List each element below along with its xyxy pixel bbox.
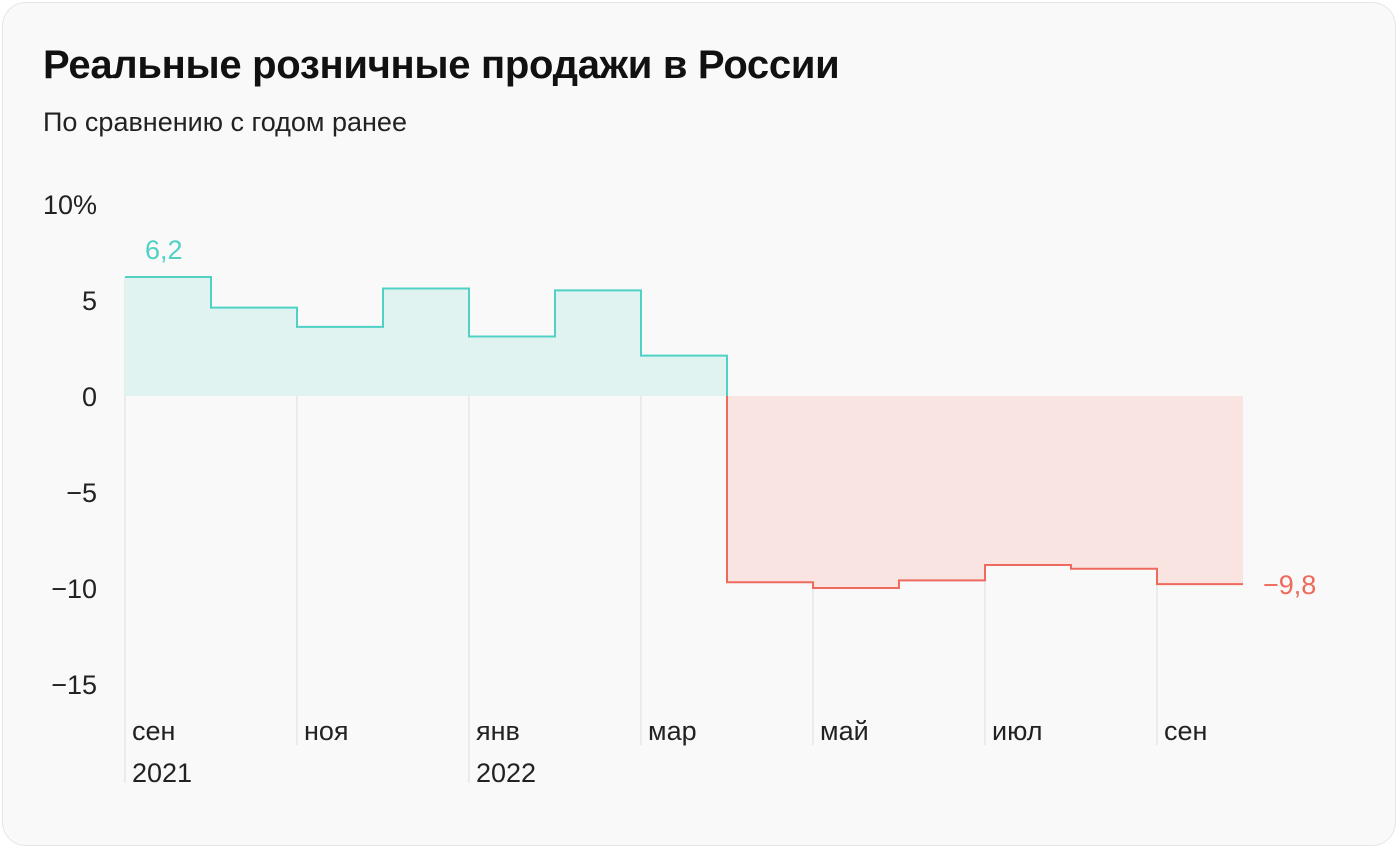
area-segment-3 <box>383 288 469 396</box>
chart-title: Реальные розничные продажи в России <box>43 43 840 87</box>
x-tick-month: июл <box>992 716 1043 746</box>
x-axis: сен 2021 ноя янв 2022 мар май июл сен <box>132 716 1207 788</box>
area-segment-0 <box>125 276 211 396</box>
y-tick-label: 5 <box>82 286 97 316</box>
x-tick-year: 2022 <box>476 758 536 788</box>
data-label-0: 6,2 <box>145 235 183 265</box>
y-tick-label: 10% <box>43 190 97 220</box>
y-axis: 10% 5 0 −5 −10 −15 <box>43 190 97 700</box>
area-segment-5 <box>555 290 641 396</box>
positive-series-line <box>125 275 728 396</box>
y-tick-label: −5 <box>66 478 97 508</box>
y-tick-label: −15 <box>51 670 97 700</box>
areas <box>125 276 1243 588</box>
series-lines <box>125 275 1243 589</box>
x-tick-month: мар <box>648 716 697 746</box>
x-tick-month: ноя <box>304 716 349 746</box>
chart-subtitle: По сравнению с годом ранее <box>43 107 407 137</box>
x-tick-year: 2021 <box>132 758 192 788</box>
area-segment-6 <box>641 355 727 396</box>
area-segment-9 <box>899 396 985 581</box>
x-tick-month: сен <box>132 716 175 746</box>
area-segment-4 <box>469 336 555 396</box>
area-segment-10 <box>985 396 1071 565</box>
area-segment-8 <box>813 396 899 588</box>
retail-sales-chart: 10% 5 0 −5 −10 −15 сен 2021 ноя янв 2022 мар май июл… <box>43 190 1316 788</box>
x-tick-month: сен <box>1164 716 1207 746</box>
area-segment-7 <box>727 396 813 583</box>
area-segment-1 <box>211 307 297 396</box>
area-segment-11 <box>1071 396 1157 569</box>
data-label-1: −9,8 <box>1263 570 1316 600</box>
y-tick-label: −10 <box>51 574 97 604</box>
y-tick-label: 0 <box>82 382 97 412</box>
area-segment-2 <box>297 326 383 396</box>
x-tick-month: май <box>820 716 869 746</box>
negative-series-line <box>726 396 1243 589</box>
area-segment-12 <box>1157 396 1243 585</box>
x-tick-month: янв <box>476 716 520 746</box>
data-labels: 6,2 −9,8 <box>145 235 1316 600</box>
